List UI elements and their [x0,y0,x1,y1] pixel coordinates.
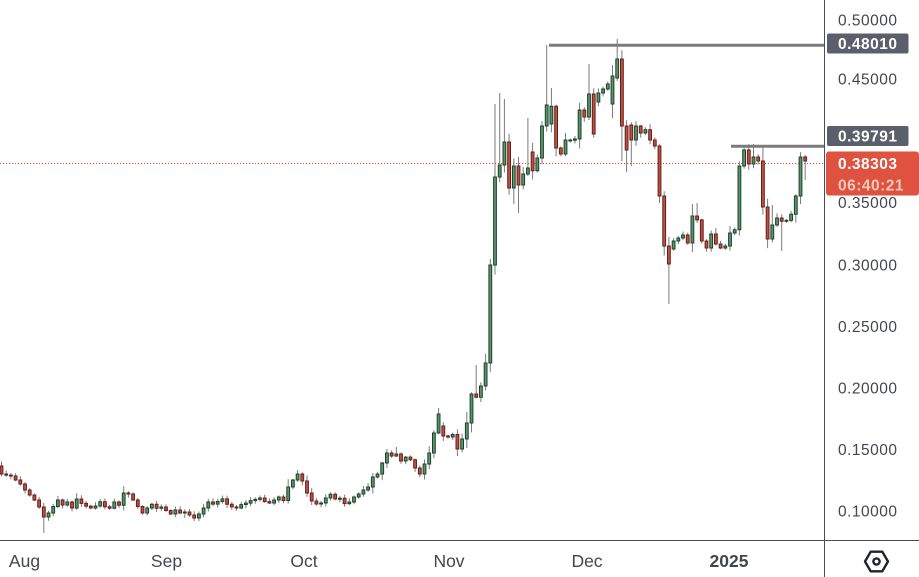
svg-text:0.20000: 0.20000 [838,381,898,398]
svg-text:0.15000: 0.15000 [838,442,898,459]
svg-text:Sep: Sep [151,551,182,571]
svg-text:0.39791: 0.39791 [838,129,898,146]
svg-text:Dec: Dec [571,551,602,571]
svg-text:Nov: Nov [433,551,464,571]
svg-text:0.10000: 0.10000 [838,504,898,521]
svg-text:2025: 2025 [710,551,749,571]
svg-text:0.38303: 0.38303 [838,156,898,173]
svg-text:0.25000: 0.25000 [838,319,898,336]
svg-text:0.50000: 0.50000 [838,13,898,30]
svg-text:06:40:21: 06:40:21 [838,178,904,195]
svg-text:0.30000: 0.30000 [838,258,898,275]
svg-text:0.48010: 0.48010 [838,36,898,53]
svg-text:0.35000: 0.35000 [838,195,898,212]
svg-text:Aug: Aug [9,551,40,571]
svg-text:0.45000: 0.45000 [838,72,898,89]
svg-text:Oct: Oct [290,551,317,571]
